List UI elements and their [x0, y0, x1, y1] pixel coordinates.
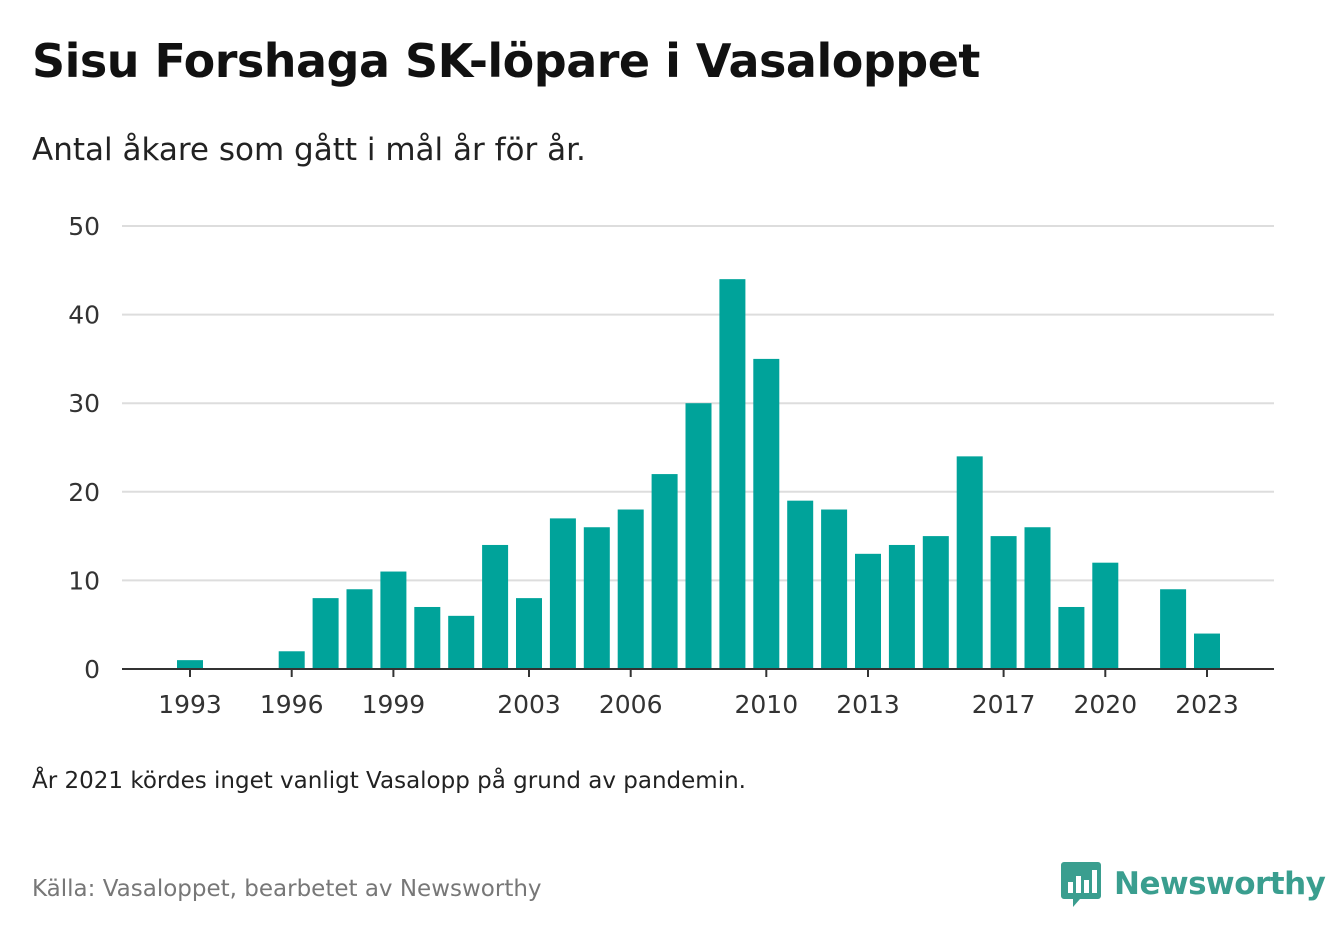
bar-1998[interactable] — [346, 589, 373, 669]
bar-2020[interactable] — [1092, 562, 1119, 669]
y-tick-label: 20 — [68, 478, 100, 507]
bar-2011[interactable] — [787, 500, 814, 669]
bar-2005[interactable] — [583, 527, 610, 669]
x-tick-label: 2017 — [972, 690, 1036, 719]
bar-2004[interactable] — [549, 518, 576, 669]
bar-2015[interactable] — [922, 536, 949, 669]
brand-logo[interactable]: Newsworthy — [1060, 860, 1326, 908]
bar-2001[interactable] — [448, 615, 475, 669]
bar-2010[interactable] — [753, 358, 780, 669]
source-text: Källa: Vasaloppet, bearbetet av Newswort… — [32, 876, 542, 902]
x-tick-label: 2006 — [599, 690, 663, 719]
bar-2016[interactable] — [956, 456, 983, 669]
y-tick-label: 40 — [68, 301, 100, 330]
bar-2013[interactable] — [855, 553, 881, 669]
x-tick-label: 2010 — [734, 690, 798, 719]
y-tick-label: 30 — [68, 389, 100, 418]
chart-note: År 2021 kördes inget vanligt Vasalopp på… — [32, 768, 746, 794]
bar-2006[interactable] — [617, 509, 644, 669]
bar-1997[interactable] — [312, 598, 339, 669]
bar-1999[interactable] — [380, 571, 407, 669]
bar-2019[interactable] — [1058, 606, 1085, 669]
bar-1996[interactable] — [278, 651, 305, 669]
bar-2018[interactable] — [1024, 527, 1051, 669]
bar-2022[interactable] — [1160, 589, 1187, 669]
bar-1993[interactable] — [177, 660, 203, 669]
newsworthy-logo-icon — [1061, 862, 1101, 907]
bar-2002[interactable] — [482, 544, 509, 669]
x-tick-label: 1999 — [362, 690, 426, 719]
x-tick-label: 2013 — [836, 690, 900, 719]
bar-2009[interactable] — [719, 279, 746, 669]
x-tick-label: 1996 — [260, 690, 324, 719]
bar-2003[interactable] — [516, 598, 542, 669]
y-tick-label: 0 — [84, 655, 100, 684]
bar-2014[interactable] — [888, 544, 915, 669]
bar-2023[interactable] — [1194, 633, 1220, 669]
x-tick-label: 2023 — [1175, 690, 1239, 719]
chart-subtitle: Antal åkare som gått i mål år för år. — [32, 132, 586, 168]
chart-title: Sisu Forshaga SK-löpare i Vasaloppet — [32, 34, 980, 88]
bar-2012[interactable] — [821, 509, 848, 669]
x-tick-label: 1993 — [158, 690, 222, 719]
y-tick-label: 50 — [68, 212, 100, 241]
bar-2007[interactable] — [651, 474, 678, 669]
bar-2000[interactable] — [414, 606, 441, 669]
bar-2008[interactable] — [685, 403, 712, 669]
bar-chart: 0 10 20 30 40 50 1993 1996 1999 2003 2006 2010 2013 2… — [68, 212, 1274, 719]
x-tick-label: 2003 — [497, 690, 561, 719]
brand-name: Newsworthy — [1114, 866, 1326, 902]
x-tick-label: 2020 — [1073, 690, 1137, 719]
y-tick-label: 10 — [68, 566, 100, 595]
bar-2017[interactable] — [990, 536, 1017, 669]
